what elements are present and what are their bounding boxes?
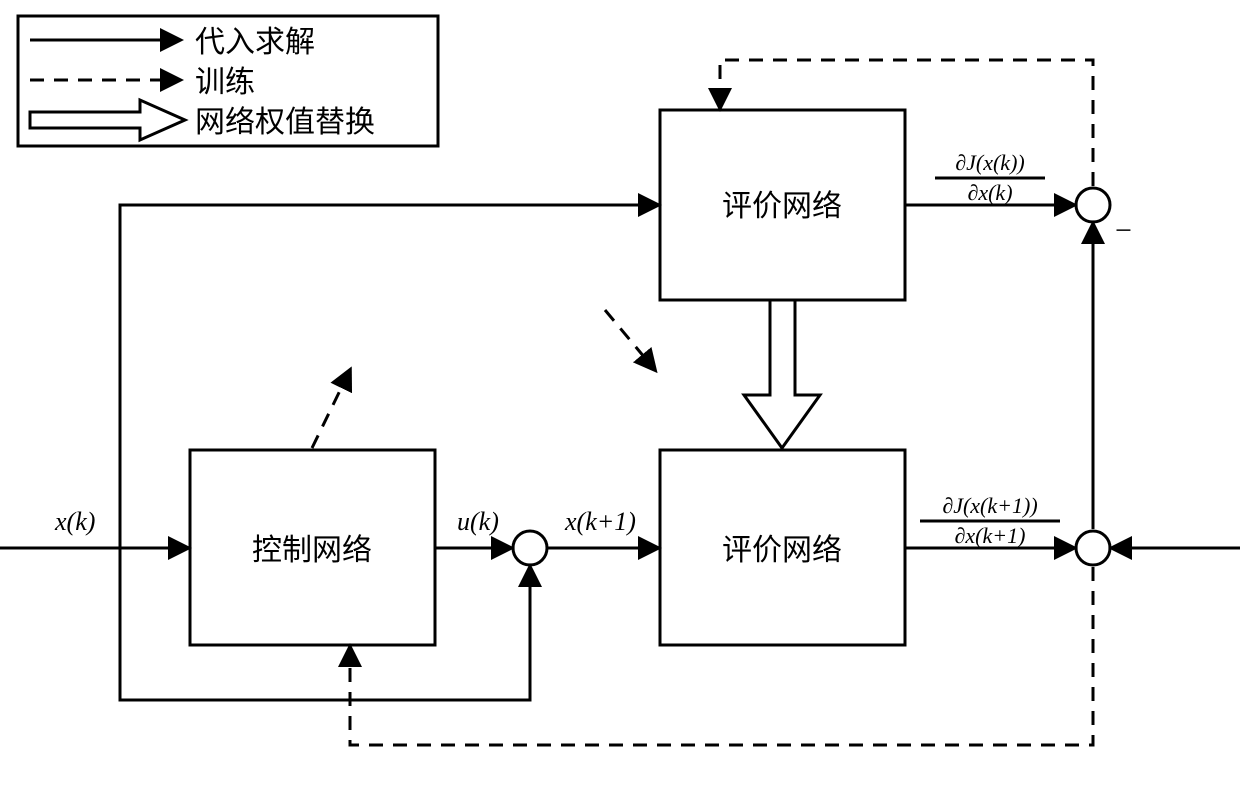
svg-text:∂J(x(k)): ∂J(x(k))	[955, 150, 1024, 175]
svg-text:∂x(k): ∂x(k)	[967, 180, 1012, 205]
svg-text:评价网络: 评价网络	[722, 534, 842, 567]
label-xk1: x(k+1)	[564, 507, 636, 536]
label-xk: x(k)	[54, 507, 95, 536]
svg-text:∂J(x(k+1)): ∂J(x(k+1))	[942, 493, 1037, 518]
legend: 代入求解 训练 网络权值替换	[18, 16, 438, 146]
svg-text:评价网络: 评价网络	[722, 190, 842, 223]
edge-train-control-up	[312, 370, 350, 448]
weight-replace-arrow	[744, 300, 820, 448]
sum-node-top	[1076, 188, 1110, 222]
sum-node-bottom	[1076, 531, 1110, 565]
svg-text:控制网络: 控制网络	[252, 534, 372, 567]
label-minus: −	[1115, 214, 1132, 247]
legend-item-solid: 代入求解	[195, 26, 315, 59]
label-djxk1: ∂J(x(k+1)) ∂x(k+1)	[920, 493, 1060, 548]
svg-text:∂x(k+1): ∂x(k+1)	[955, 523, 1026, 548]
legend-item-block: 网络权值替换	[195, 106, 375, 139]
label-uk: u(k)	[457, 507, 499, 536]
control-network-block: 控制网络	[190, 450, 435, 645]
critic-network-bottom-block: 评价网络	[660, 450, 905, 645]
edge-train-small	[605, 310, 655, 370]
critic-network-top-block: 评价网络	[660, 110, 905, 300]
label-djxk: ∂J(x(k)) ∂x(k)	[935, 150, 1045, 205]
legend-item-dashed: 训练	[195, 66, 255, 99]
sum-node-mid	[513, 531, 547, 565]
